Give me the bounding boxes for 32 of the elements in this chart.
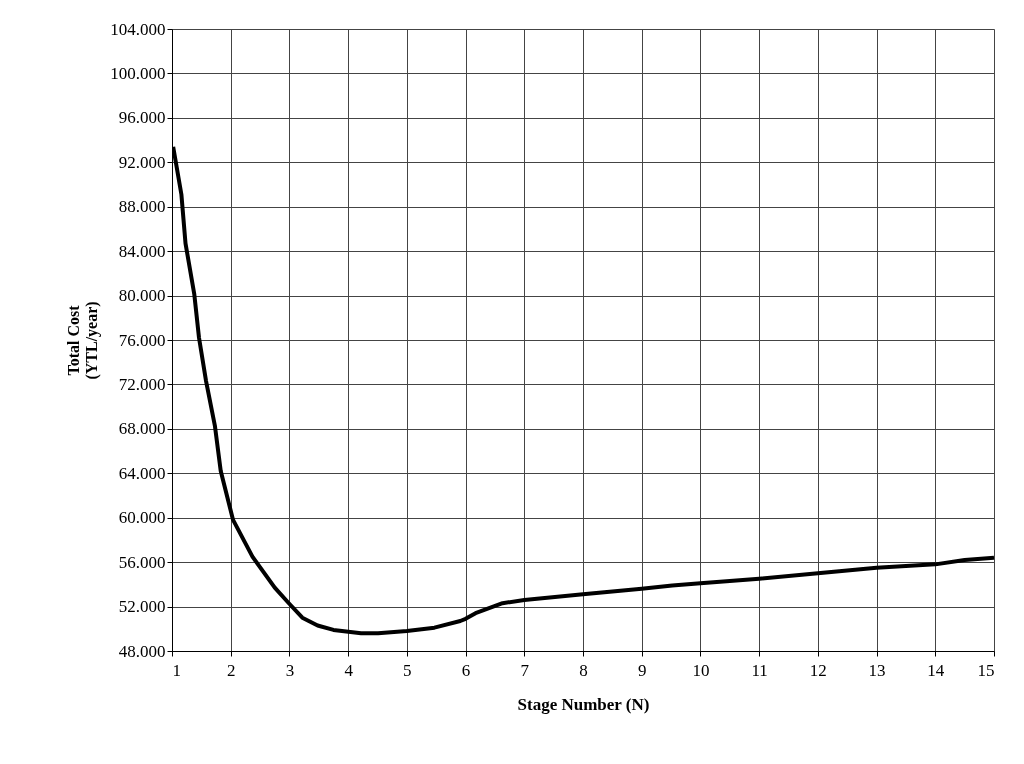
x-tick-label: 3 <box>285 660 295 680</box>
x-tick-label: 2 <box>226 660 236 680</box>
y-tick-label: 56.000 <box>118 552 166 572</box>
y-axis-title: Total Cost (YTL/year) <box>65 301 102 380</box>
y-tick-label: 92.000 <box>118 152 166 172</box>
y-tick-label: 60.000 <box>118 508 166 528</box>
y-tick-label: 76.000 <box>118 330 166 350</box>
x-tick-label: 1 <box>172 660 181 680</box>
x-tick-label: 10 <box>692 660 710 680</box>
y-tick-label: 80.000 <box>118 286 166 306</box>
y-tick-label: 72.000 <box>118 374 166 394</box>
x-tick-label: 4 <box>344 660 354 680</box>
y-tick-label: 88.000 <box>118 197 166 217</box>
y-tick-label: 48.000 <box>118 641 166 661</box>
x-tick-label: 11 <box>751 660 768 680</box>
x-tick-label: 13 <box>868 660 886 680</box>
x-axis-title: Stage Number (N) <box>517 694 650 714</box>
x-tick-label: 7 <box>520 660 530 680</box>
x-tick-label: 5 <box>403 660 412 680</box>
x-tick-label: 14 <box>927 660 945 680</box>
y-tick-label: 84.000 <box>118 241 166 261</box>
y-tick-label: 52.000 <box>118 597 166 617</box>
y-tick-label: 96.000 <box>118 108 166 128</box>
y-tick-label: 68.000 <box>118 419 166 439</box>
y-tick-label: 100.000 <box>110 63 166 83</box>
x-tick-label: 15 <box>977 660 995 680</box>
x-tick-label: 8 <box>579 660 588 680</box>
y-tick-label: 104.000 <box>110 19 166 39</box>
x-tick-label: 6 <box>461 660 471 680</box>
y-tick-label: 64.000 <box>118 463 166 483</box>
x-tick-label: 12 <box>809 660 827 680</box>
x-tick-label: 9 <box>637 660 647 680</box>
